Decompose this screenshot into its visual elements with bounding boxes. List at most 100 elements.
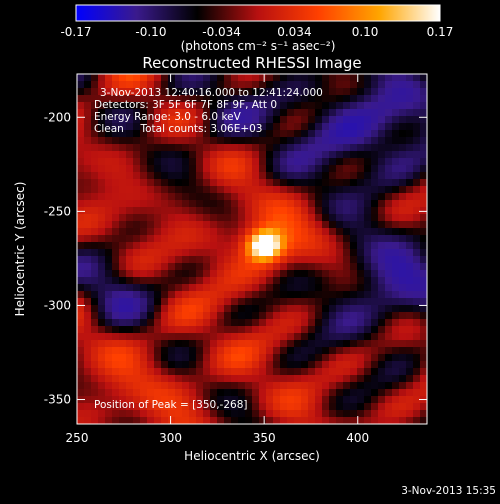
heatmap-cell: [350, 312, 358, 320]
heatmap-cell: [91, 319, 99, 327]
heatmap-cell: [371, 396, 379, 404]
heatmap-cell: [371, 200, 379, 208]
heatmap-cell: [224, 179, 232, 187]
heatmap-cell: [161, 137, 169, 145]
heatmap-cell: [343, 193, 351, 201]
heatmap-cell: [294, 291, 302, 299]
heatmap-cell: [189, 361, 197, 369]
heatmap-cell: [301, 305, 309, 313]
heatmap-cell: [182, 88, 190, 96]
heatmap-cell: [266, 165, 274, 173]
heatmap-cell: [385, 347, 393, 355]
y-tick-label: -350: [44, 393, 71, 407]
heatmap-cell: [252, 81, 260, 89]
heatmap-cell: [245, 130, 253, 138]
heatmap-cell: [77, 256, 85, 264]
heatmap-cell: [196, 319, 204, 327]
heatmap-cell: [399, 375, 407, 383]
heatmap-cell: [154, 81, 162, 89]
heatmap-cell: [420, 375, 427, 383]
heatmap-cell: [112, 130, 120, 138]
heatmap-cell: [329, 361, 337, 369]
heatmap-cell: [154, 312, 162, 320]
heatmap-cell: [217, 109, 225, 117]
heatmap-cell: [350, 214, 358, 222]
heatmap-cell: [385, 291, 393, 299]
heatmap-cell: [217, 375, 225, 383]
heatmap-cell: [210, 214, 218, 222]
heatmap-cell: [392, 249, 400, 257]
heatmap-cell: [210, 123, 218, 131]
heatmap-cell: [203, 200, 211, 208]
heatmap-cell: [315, 291, 323, 299]
heatmap-cell: [210, 102, 218, 110]
heatmap-cell: [203, 403, 211, 411]
heatmap-cell: [392, 396, 400, 404]
heatmap-cell: [119, 109, 127, 117]
heatmap-cell: [133, 130, 141, 138]
heatmap-cell: [126, 298, 134, 306]
heatmap-cell: [294, 95, 302, 103]
heatmap-cell: [238, 207, 246, 215]
heatmap-cell: [322, 235, 330, 243]
heatmap-cell: [168, 333, 176, 341]
heatmap-cell: [413, 396, 421, 404]
heatmap-cell: [161, 263, 169, 271]
heatmap-cell: [91, 347, 99, 355]
heatmap-cell: [140, 382, 148, 390]
heatmap-cell: [140, 200, 148, 208]
heatmap-cell: [168, 88, 176, 96]
heatmap-cell: [350, 361, 358, 369]
heatmap-cell: [413, 249, 421, 257]
heatmap-cell: [364, 74, 372, 82]
heatmap-cell: [210, 312, 218, 320]
heatmap-cell: [273, 158, 281, 166]
heatmap-cell: [210, 354, 218, 362]
heatmap-cell: [231, 305, 239, 313]
heatmap-cell: [203, 396, 211, 404]
heatmap-cell: [168, 179, 176, 187]
heatmap-cell: [385, 165, 393, 173]
heatmap-cell: [329, 249, 337, 257]
heatmap-cell: [217, 172, 225, 180]
heatmap-cell: [413, 354, 421, 362]
heatmap-cell: [119, 368, 127, 376]
heatmap-cell: [112, 116, 120, 124]
heatmap-cell: [392, 291, 400, 299]
heatmap-cell: [98, 207, 106, 215]
heatmap-cell: [343, 151, 351, 159]
heatmap-cell: [91, 256, 99, 264]
heatmap-cell: [301, 214, 309, 222]
heatmap-cell: [315, 165, 323, 173]
heatmap-cell: [238, 396, 246, 404]
heatmap-cell: [301, 207, 309, 215]
heatmap-cell: [217, 368, 225, 376]
heatmap-cell: [147, 312, 155, 320]
heatmap-cell: [154, 263, 162, 271]
heatmap-cell: [161, 389, 169, 397]
heatmap-cell: [336, 95, 344, 103]
heatmap-cell: [245, 193, 253, 201]
heatmap-cell: [112, 186, 120, 194]
heatmap-cell: [308, 361, 316, 369]
heatmap-cell: [399, 158, 407, 166]
heatmap-cell: [420, 277, 427, 285]
heatmap-cell: [420, 291, 427, 299]
heatmap-cell: [168, 116, 176, 124]
heatmap-cell: [343, 207, 351, 215]
heatmap-cell: [112, 389, 120, 397]
heatmap-cell: [112, 207, 120, 215]
heatmap-cell: [252, 410, 260, 418]
heatmap-cell: [301, 228, 309, 236]
heatmap-cell: [77, 81, 85, 89]
heatmap-cell: [399, 361, 407, 369]
heatmap-cell: [161, 333, 169, 341]
heatmap-cell: [273, 277, 281, 285]
heatmap-cell: [378, 221, 386, 229]
heatmap-cell: [77, 200, 85, 208]
heatmap-cell: [203, 326, 211, 334]
heatmap-cell: [231, 95, 239, 103]
heatmap-cell: [77, 137, 85, 145]
heatmap-cell: [189, 417, 197, 424]
heatmap-cell: [294, 263, 302, 271]
